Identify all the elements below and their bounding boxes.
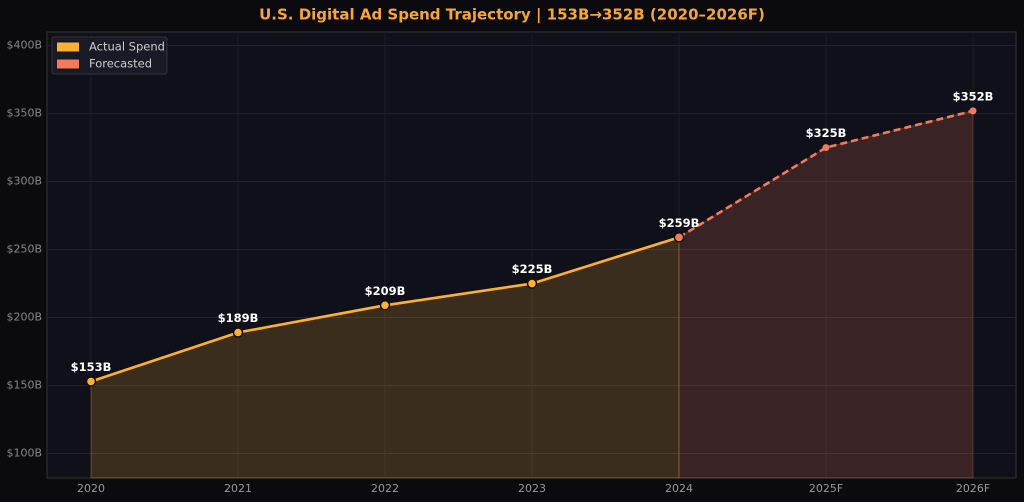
data-label: $259B	[659, 216, 700, 230]
point	[232, 327, 244, 338]
y-tick-label: $150B	[6, 379, 42, 392]
point	[526, 278, 538, 289]
y-tick-label: $250B	[6, 243, 42, 256]
y-tick-label: $200B	[6, 311, 42, 324]
x-tick-label: 2023	[518, 482, 546, 495]
x-tick-label: 2020	[77, 482, 105, 495]
chart-title: U.S. Digital Ad Spend Trajectory | 153B→…	[259, 6, 765, 25]
data-label: $352B	[953, 89, 994, 103]
point	[379, 300, 391, 311]
legend-label: Forecasted	[89, 57, 152, 71]
x-tick-label: 2026F	[956, 482, 990, 495]
data-label: $225B	[512, 262, 553, 276]
point	[675, 233, 683, 241]
data-label: $189B	[218, 311, 259, 325]
y-tick-label: $400B	[6, 39, 42, 52]
x-tick-label: 2024	[665, 482, 693, 495]
x-tick-label: 2022	[371, 482, 399, 495]
legend-swatch	[57, 59, 79, 69]
x-tick-label: 2025F	[809, 482, 843, 495]
y-tick-label: $300B	[6, 175, 42, 188]
line	[678, 109, 974, 239]
data-label: $209B	[365, 284, 406, 298]
point	[85, 376, 97, 387]
legend-label: Actual Spend	[89, 40, 165, 54]
data-label: $153B	[71, 360, 112, 374]
y-tick-label: $100B	[6, 447, 42, 460]
y-tick-label: $350B	[6, 107, 42, 120]
x-tick-label: 2021	[224, 482, 252, 495]
legend-box	[51, 36, 168, 75]
legend-swatch	[57, 42, 79, 52]
point	[822, 144, 830, 152]
data-label: $325B	[806, 126, 847, 140]
point	[969, 107, 977, 115]
legend: Actual Spend Forecasted	[51, 36, 168, 75]
